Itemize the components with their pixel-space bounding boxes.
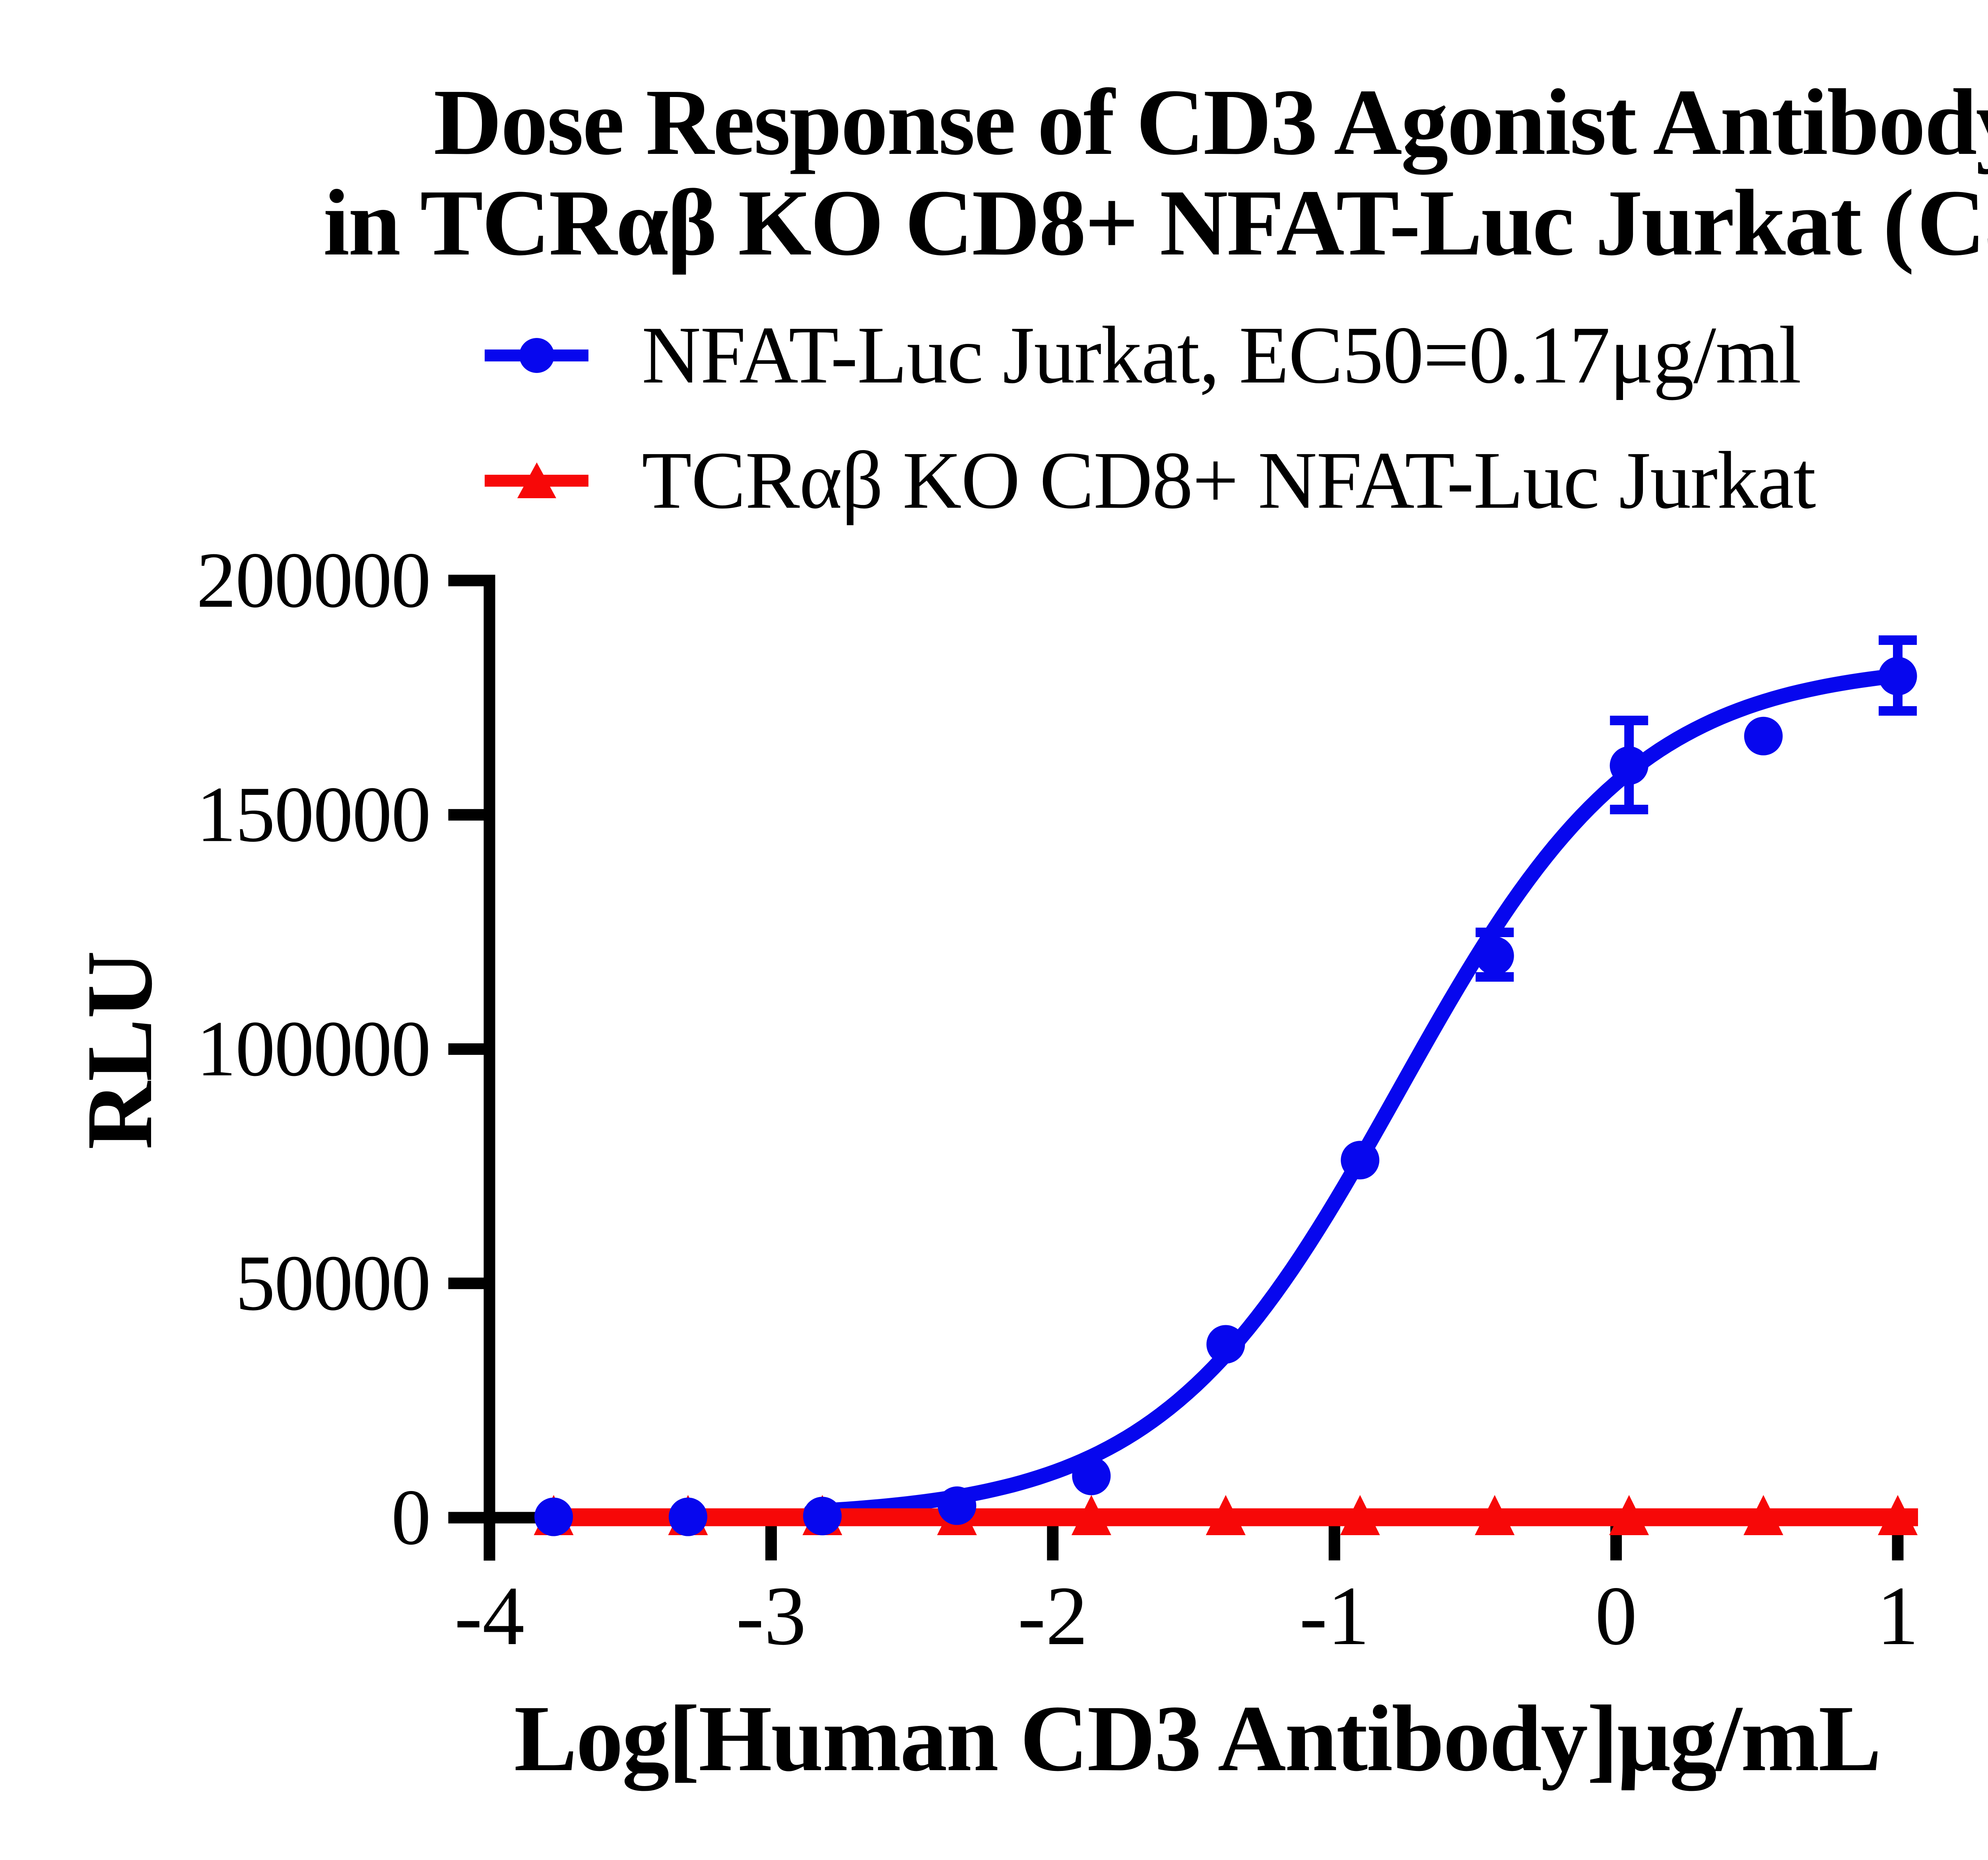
svg-text:RLU: RLU	[68, 951, 172, 1149]
svg-text:50000: 50000	[235, 1239, 430, 1327]
svg-text:100000: 100000	[196, 1005, 430, 1093]
svg-text:0: 0	[1595, 1569, 1637, 1662]
svg-text:200000: 200000	[196, 536, 430, 624]
svg-text:NFAT-Luc Jurkat, EC50=0.17μg/m: NFAT-Luc Jurkat, EC50=0.17μg/ml	[642, 309, 1801, 400]
svg-text:Dose Response of CD3 Agonist A: Dose Response of CD3 Agonist Antibody	[433, 70, 1988, 175]
svg-text:-1: -1	[1299, 1569, 1370, 1662]
svg-text:Log[Human CD3 Antibody]μg/mL: Log[Human CD3 Antibody]μg/mL	[514, 1686, 1880, 1791]
svg-text:150000: 150000	[196, 771, 430, 858]
svg-text:-3: -3	[736, 1569, 806, 1662]
svg-text:-4: -4	[454, 1569, 525, 1662]
svg-text:1: 1	[1877, 1569, 1919, 1662]
svg-text:0: 0	[391, 1474, 430, 1561]
svg-text:TCRαβ KO CD8+ NFAT-Luc Jurkat: TCRαβ KO CD8+ NFAT-Luc Jurkat	[642, 435, 1816, 526]
svg-text:in TCRαβ KO CD8+ NFAT-Luc Jurk: in TCRαβ KO CD8+ NFAT-Luc Jurkat (C57)	[323, 171, 1988, 275]
svg-text:-2: -2	[1017, 1569, 1088, 1662]
